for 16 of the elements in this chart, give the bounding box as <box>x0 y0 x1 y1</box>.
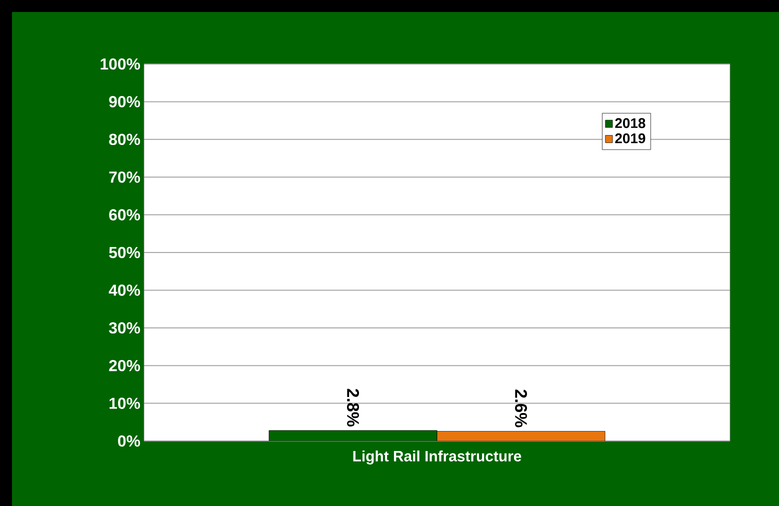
y-tick-label: 40% <box>108 284 140 296</box>
y-tick-label: 90% <box>109 96 140 108</box>
legend-label: 2019 <box>615 133 646 144</box>
x-tick-label: Light Rail Infrastructure <box>353 450 522 464</box>
y-tick-label: 50% <box>109 246 140 258</box>
y-tick-label: 80% <box>109 134 140 146</box>
y-tick-label: 10% <box>110 398 140 409</box>
data-label: 2.8% <box>347 388 359 426</box>
y-tick-label: 20% <box>109 360 140 372</box>
y-tick-label: 70% <box>109 171 140 183</box>
y-tick-label: 30% <box>108 322 140 334</box>
y-tick-label: 100% <box>100 58 140 70</box>
legend-label: 2018 <box>615 118 646 128</box>
y-tick-label: 0% <box>118 435 140 447</box>
y-tick-label: 60% <box>109 209 140 220</box>
data-label: 2.6% <box>515 390 528 428</box>
